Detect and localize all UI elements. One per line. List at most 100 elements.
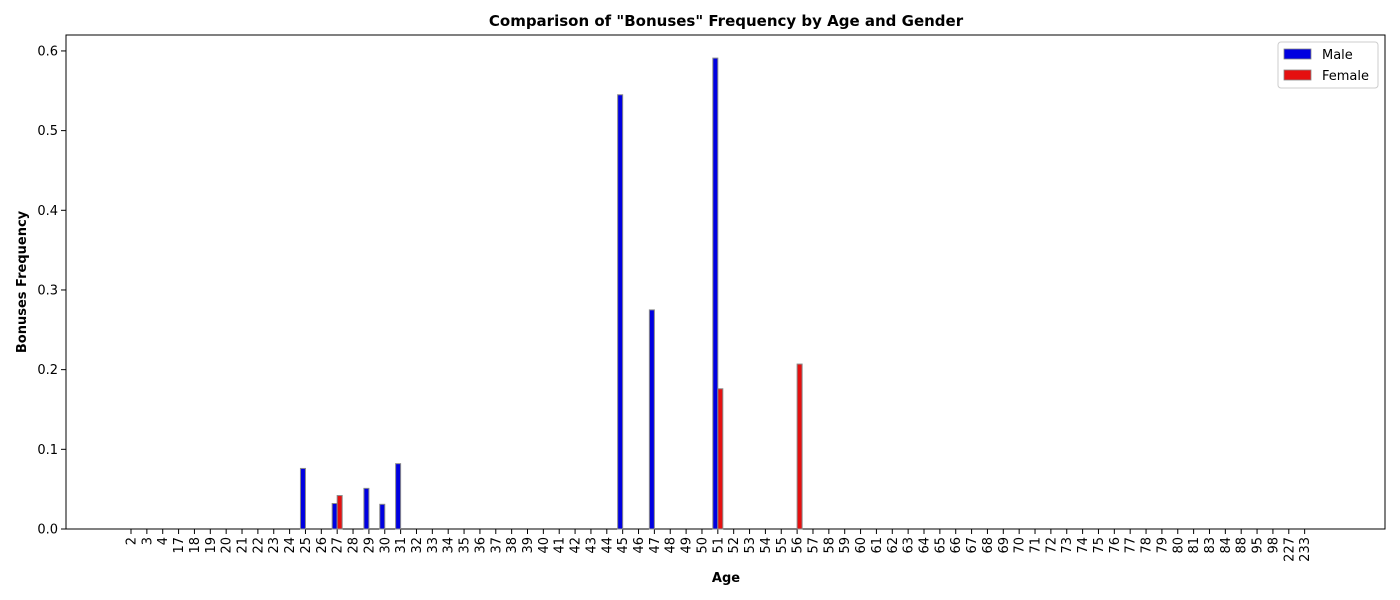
x-tick-label: 69 bbox=[997, 537, 1012, 554]
y-tick-label: 0.3 bbox=[37, 283, 58, 298]
x-tick-label: 227 bbox=[1282, 537, 1297, 562]
chart-title: Comparison of "Bonuses" Frequency by Age… bbox=[489, 12, 964, 30]
bar-female-56 bbox=[796, 363, 803, 530]
y-axis-title: Bonuses Frequency bbox=[15, 210, 30, 353]
x-tick-label: 60 bbox=[854, 537, 869, 554]
x-tick-label: 98 bbox=[1266, 537, 1281, 554]
bar-male-30 bbox=[379, 503, 386, 530]
x-tick-label: 37 bbox=[489, 537, 504, 554]
x-tick-label: 64 bbox=[918, 537, 933, 554]
y-tick-label: 0.2 bbox=[37, 363, 58, 378]
x-tick-label: 75 bbox=[1092, 537, 1107, 554]
bar-female-27 bbox=[336, 495, 343, 530]
y-tick-label: 0.1 bbox=[37, 443, 58, 458]
x-tick-label: 81 bbox=[1187, 537, 1202, 554]
y-tick-label: 0.5 bbox=[37, 124, 58, 139]
x-tick-label: 56 bbox=[791, 537, 806, 554]
bars-group bbox=[299, 57, 803, 530]
bar-male-51 bbox=[712, 57, 719, 530]
x-tick-label: 36 bbox=[473, 537, 488, 554]
x-tick-label: 52 bbox=[727, 537, 742, 554]
x-tick-label: 67 bbox=[965, 537, 980, 554]
bar-male-31 bbox=[395, 463, 402, 530]
x-tick-label: 66 bbox=[949, 537, 964, 554]
x-tick-label: 30 bbox=[378, 537, 393, 554]
legend-label-female: Female bbox=[1322, 69, 1369, 84]
x-tick-label: 88 bbox=[1235, 537, 1250, 554]
x-tick-label: 65 bbox=[933, 537, 948, 554]
y-axis: 0.0 0.1 0.2 0.3 0.4 0.5 0.6 bbox=[37, 44, 66, 538]
bar-male-25 bbox=[299, 467, 306, 530]
x-tick-label: 3 bbox=[140, 537, 155, 545]
x-tick-label: 19 bbox=[204, 537, 219, 554]
x-tick-label: 4 bbox=[156, 537, 171, 545]
x-axis: 2 3 4 17 18 19 20 21 22 23 24 25 26 27 28 29 30 31 32 33 34 3… bbox=[125, 529, 1313, 562]
x-tick-label: 73 bbox=[1060, 537, 1075, 554]
x-tick-label: 50 bbox=[695, 537, 710, 554]
y-tick-label: 0.6 bbox=[37, 44, 58, 59]
x-tick-label: 34 bbox=[442, 537, 457, 554]
bar-male-45 bbox=[617, 94, 624, 530]
x-tick-label: 39 bbox=[521, 537, 536, 554]
bar-male-27 bbox=[331, 503, 338, 530]
x-tick-label: 23 bbox=[267, 537, 282, 554]
x-tick-label: 53 bbox=[743, 537, 758, 554]
bar-male-47 bbox=[648, 309, 655, 530]
x-tick-label: 26 bbox=[315, 537, 330, 554]
x-tick-label: 71 bbox=[1029, 537, 1044, 554]
y-tick-label: 0.4 bbox=[37, 204, 58, 219]
x-tick-label: 24 bbox=[283, 537, 298, 554]
x-tick-label: 32 bbox=[410, 537, 425, 554]
x-tick-label: 28 bbox=[347, 537, 362, 554]
x-tick-label: 51 bbox=[711, 537, 726, 554]
x-tick-label: 31 bbox=[394, 537, 409, 554]
legend-label-male: Male bbox=[1322, 48, 1353, 63]
x-tick-label: 25 bbox=[299, 537, 314, 554]
x-tick-label: 54 bbox=[759, 537, 774, 554]
x-tick-label: 84 bbox=[1219, 537, 1234, 554]
x-tick-label: 35 bbox=[458, 537, 473, 554]
x-tick-label: 17 bbox=[172, 537, 187, 554]
x-tick-label: 22 bbox=[251, 537, 266, 554]
x-tick-label: 47 bbox=[648, 537, 663, 554]
x-tick-label: 41 bbox=[553, 537, 568, 554]
x-tick-label: 29 bbox=[362, 537, 377, 554]
x-tick-label: 79 bbox=[1155, 537, 1170, 554]
x-tick-label: 57 bbox=[806, 537, 821, 554]
x-tick-label: 62 bbox=[886, 537, 901, 554]
x-tick-label: 42 bbox=[569, 537, 584, 554]
bar-male-29 bbox=[363, 487, 370, 530]
x-tick-label: 72 bbox=[1044, 537, 1059, 554]
x-tick-label: 78 bbox=[1140, 537, 1155, 554]
x-tick-label: 80 bbox=[1171, 537, 1186, 554]
x-tick-label: 27 bbox=[331, 537, 346, 554]
x-tick-label: 18 bbox=[188, 537, 203, 554]
x-tick-label: 59 bbox=[838, 537, 853, 554]
x-tick-label: 77 bbox=[1124, 537, 1139, 554]
x-tick-label: 43 bbox=[584, 537, 599, 554]
x-tick-label: 61 bbox=[870, 537, 885, 554]
x-tick-label: 38 bbox=[505, 537, 520, 554]
x-tick-label: 83 bbox=[1203, 537, 1218, 554]
legend: Male Female bbox=[1277, 41, 1379, 89]
x-tick-label: 44 bbox=[600, 537, 615, 554]
x-tick-label: 76 bbox=[1108, 537, 1123, 554]
x-tick-label: 40 bbox=[537, 537, 552, 554]
y-tick-label: 0.0 bbox=[37, 523, 58, 538]
x-tick-label: 48 bbox=[664, 537, 679, 554]
x-tick-label: 68 bbox=[981, 537, 996, 554]
x-axis-title: Age bbox=[712, 571, 740, 586]
plot-area-frame bbox=[65, 34, 1386, 530]
x-tick-label: 70 bbox=[1013, 537, 1028, 554]
x-tick-label: 46 bbox=[632, 537, 647, 554]
x-tick-label: 33 bbox=[426, 537, 441, 554]
x-tick-label: 95 bbox=[1251, 537, 1266, 554]
legend-swatch-female bbox=[1283, 69, 1312, 81]
x-tick-label: 20 bbox=[220, 537, 235, 554]
x-tick-label: 55 bbox=[775, 537, 790, 554]
x-tick-label: 74 bbox=[1076, 537, 1091, 554]
x-tick-label: 2 bbox=[125, 537, 140, 545]
legend-swatch-male bbox=[1283, 48, 1312, 60]
bar-female-51 bbox=[717, 388, 724, 530]
